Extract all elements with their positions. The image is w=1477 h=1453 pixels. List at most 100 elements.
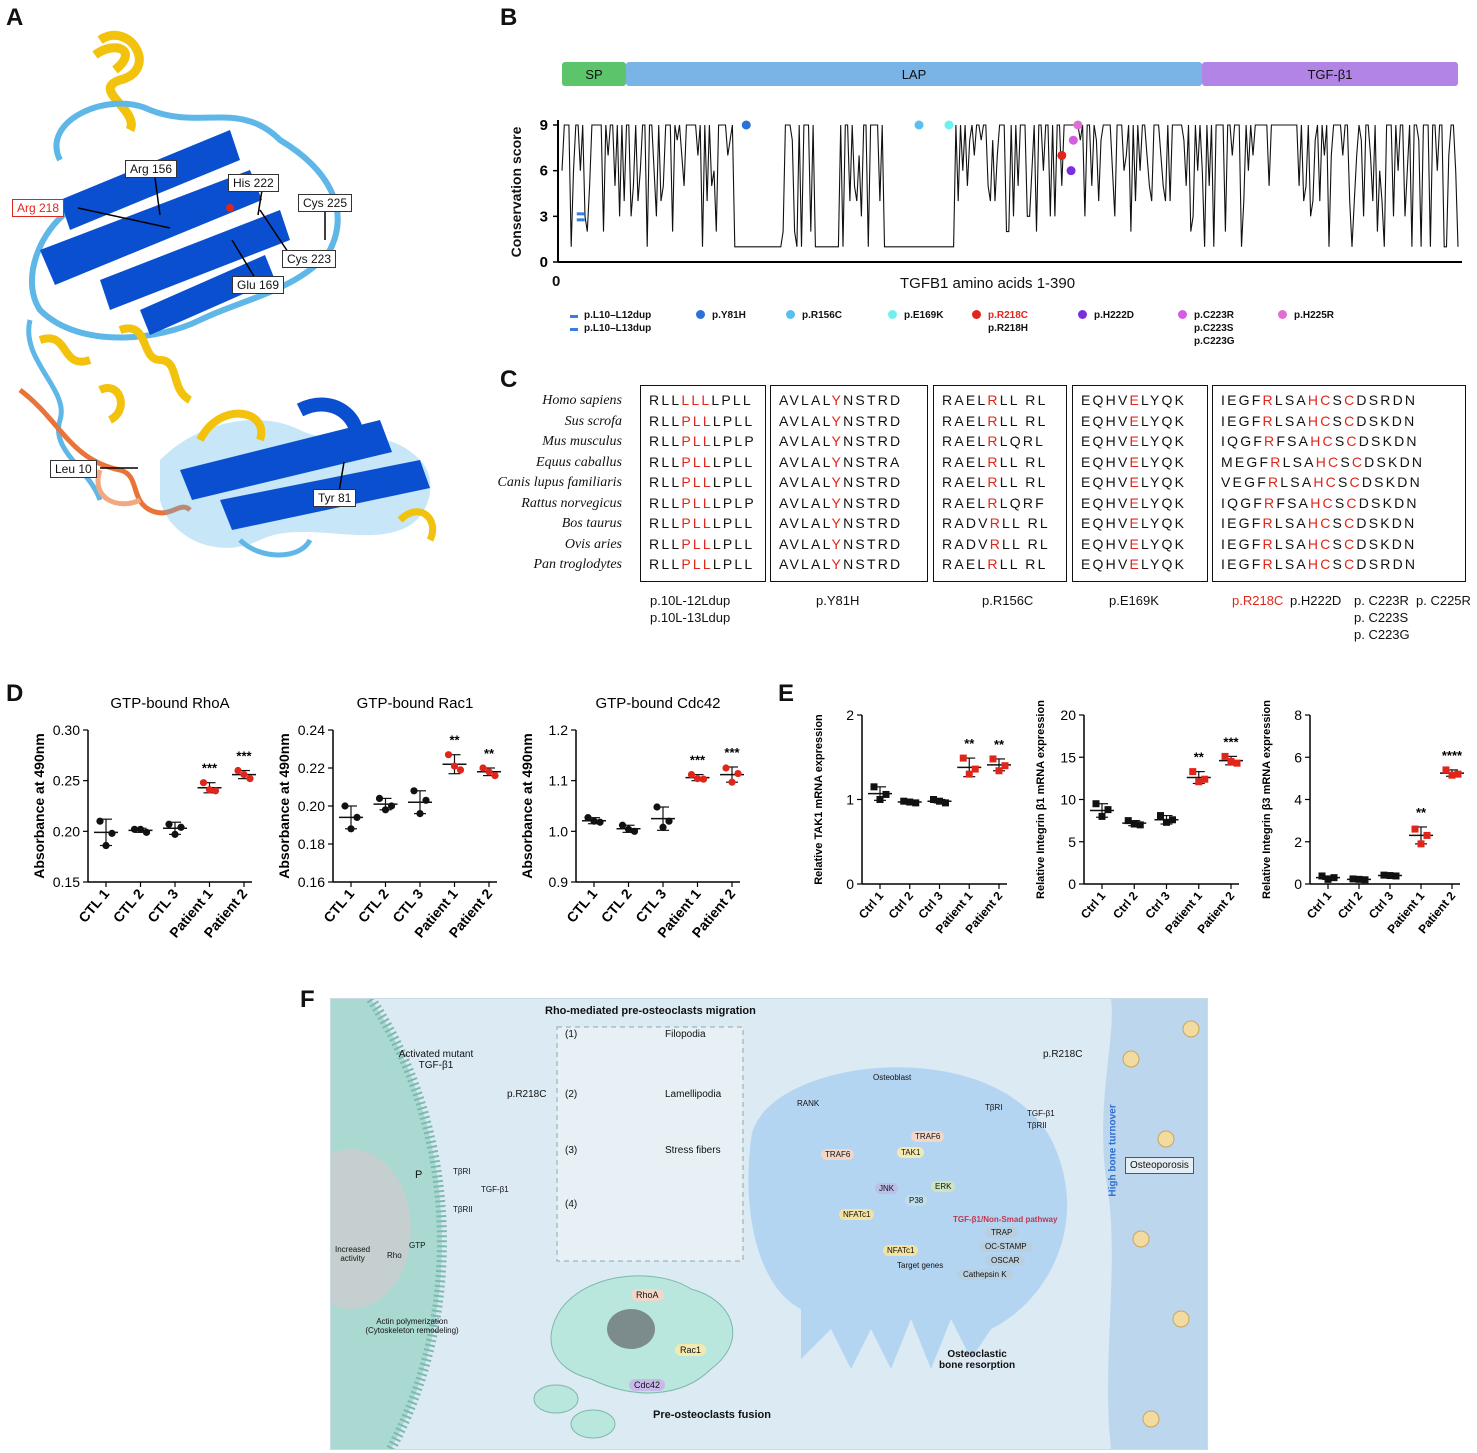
residue: R [1270,453,1283,470]
residue: L [701,392,712,408]
residue: S [855,515,867,531]
fusion-label: Pre-osteoclasts fusion [653,1409,771,1421]
significance-label: ** [1416,805,1427,820]
data-point [347,825,355,833]
data-point [456,766,465,774]
residue: S [1337,474,1350,490]
residue: I [1221,556,1228,572]
step-number: (4) [565,1199,578,1210]
residue: L [744,453,755,470]
y-tick-label: 2 [846,707,854,723]
residue: L [671,433,682,449]
residue: A [779,392,790,408]
panel-letter-d: D [6,680,24,707]
residue: E [965,474,978,490]
protein-structure-figure [18,30,437,558]
residue: P [681,515,693,531]
residue: E [965,412,978,429]
residue: R [942,535,955,552]
residue: Q [1227,433,1241,449]
residue: L [1035,433,1046,449]
residue: E [1081,474,1093,490]
residue: L [1141,474,1150,490]
residue: Y [1150,515,1162,531]
residue: D [890,515,903,531]
step-number: (3) [565,1145,578,1156]
residue: E [1227,515,1239,531]
residue: N [843,433,856,449]
step-label: Stress fibers [665,1145,721,1156]
residue: H [1310,494,1323,511]
residue: L [692,494,703,511]
caption-line: p. C225R [1416,592,1471,608]
data-point [450,762,459,770]
caption-line: p.10L-12Ldup [650,592,731,608]
residue: C [1320,412,1333,429]
legend-label: p.R218H [988,323,1029,334]
residue: P [681,494,693,511]
migration-step: (1) Filopodia [565,1029,706,1040]
residue: Q [1009,433,1023,449]
residue: P [722,556,735,572]
residue-label: Leu 10 [50,460,97,478]
significance-label: *** [202,761,218,776]
residue: L [661,556,672,572]
conservation-x-origin: 0 [552,273,561,290]
residue: E [1129,535,1142,552]
residue: S [855,412,867,429]
residue: P [744,433,756,449]
residue: A [954,494,966,511]
residue: S [1332,515,1345,531]
residue: L [671,474,682,490]
mutation-caption: p.E169K [1109,592,1159,609]
residue: Q [1161,556,1175,572]
y-tick-label: 0 [1068,876,1076,892]
migration-step: (4) [565,1199,577,1210]
residue: S [1332,535,1345,552]
residue: P [722,535,735,552]
nfatc1-label: NFATc1 [883,1245,919,1256]
data-point [199,779,208,787]
residue: A [954,412,966,429]
residue: L [734,535,745,552]
x-tick-label: Ctrl 3 [1142,889,1173,922]
residue: L [661,412,672,429]
residue: R [942,412,955,429]
residue: H [1307,412,1321,429]
residue: L [1009,474,1020,490]
residue: S [1376,453,1389,470]
y-tick-label: 0.22 [298,760,325,776]
cdc42-label: Cdc42 [629,1379,666,1391]
residue: L [1039,515,1050,531]
residue: L [1039,535,1050,552]
residue: P [722,515,735,531]
residue: L [712,556,723,572]
residue: D [890,392,903,408]
residue: P [681,412,693,429]
residue: A [779,453,790,470]
data-point [734,769,742,778]
residue: L [734,556,745,572]
mutation-caption: p. C225R [1416,592,1471,609]
residue: A [1298,494,1311,511]
residue: R [649,474,662,490]
species-name: Homo sapiens [542,393,622,408]
data-point [381,806,390,814]
alignment-block: RLLLLLLPLL RLLPLLLPLL RLLPLLLPLP RLLPLLLPLL… [640,385,766,582]
y-tick-label: 1.1 [549,773,569,789]
residue: S [1368,515,1381,531]
residue: A [779,412,790,429]
residue: L [702,453,713,470]
residue: L [734,494,745,511]
data-point [444,751,453,759]
species-name: Rattus norvegicus [521,495,622,511]
residue: A [890,453,902,470]
y-tick-label: 0.30 [53,722,80,738]
residue: R [989,515,1003,531]
residue: D [1394,433,1407,449]
significance-label: *** [724,745,740,760]
significance-label: ** [964,736,975,751]
caption-line: p. C223S [1354,609,1409,625]
residue: V [789,515,802,531]
gene-label: OSCAR [985,1255,1026,1266]
